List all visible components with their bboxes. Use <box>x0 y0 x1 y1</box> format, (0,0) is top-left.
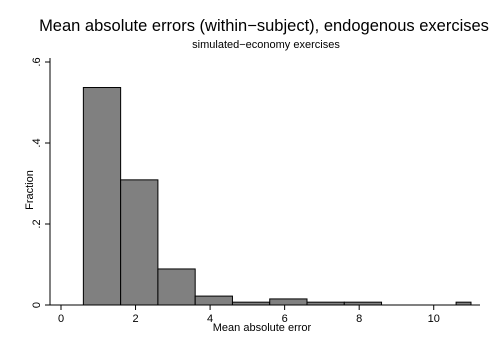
y-tick-label: .2 <box>31 219 43 228</box>
histogram-bar <box>157 268 196 306</box>
histogram-bar <box>194 295 233 306</box>
y-tick-label: .6 <box>31 57 43 66</box>
bars-layer <box>82 87 472 306</box>
histogram-bar <box>269 298 308 306</box>
y-tick-label: .4 <box>31 138 43 147</box>
chart-title: Mean absolute errors (within−subject), e… <box>39 17 489 35</box>
x-axis-label: Mean absolute error <box>213 322 312 334</box>
y-tick-label: 0 <box>31 302 43 308</box>
chart-subtitle: simulated−economy exercises <box>192 39 340 51</box>
axes-layer: 0 2 4 6 8 10 0 .2 .4 .6 <box>31 57 480 325</box>
x-tick-label: 6 <box>282 313 288 325</box>
histogram-bar <box>82 87 122 306</box>
y-axis-label: Fraction <box>24 170 36 210</box>
x-tick-label: 8 <box>356 313 362 325</box>
x-tick-label: 2 <box>132 313 138 325</box>
x-tick-label: 4 <box>207 313 213 325</box>
x-tick-label: 10 <box>428 313 440 325</box>
x-tick-label: 0 <box>58 313 64 325</box>
histogram-bar <box>120 179 159 306</box>
